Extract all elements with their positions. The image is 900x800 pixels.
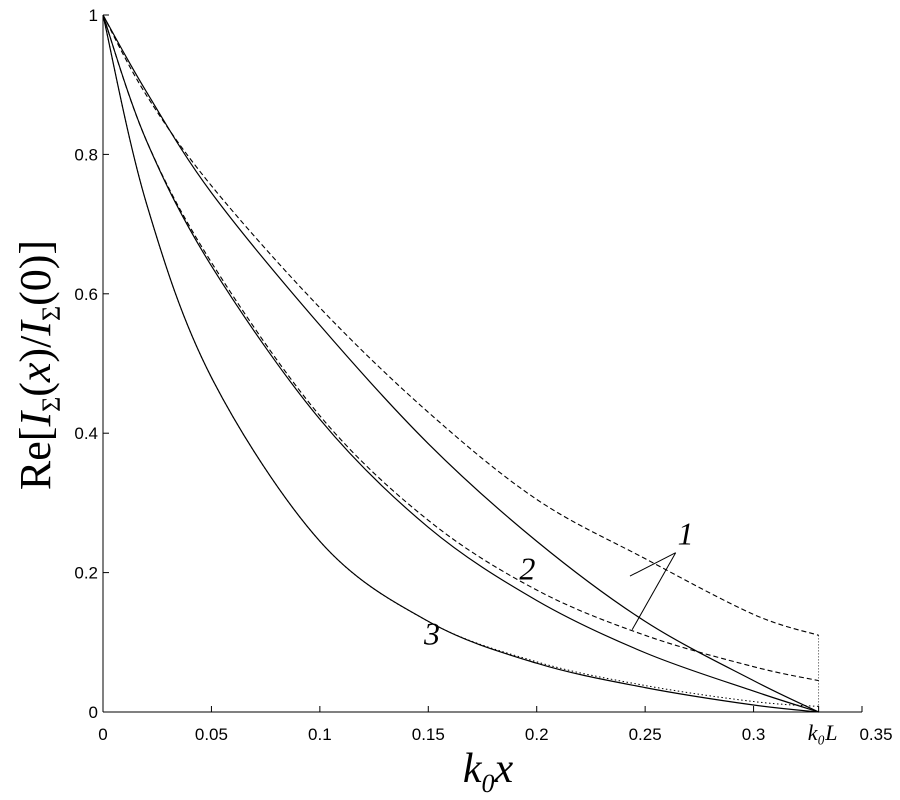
y-tick-label: 0.6 — [74, 285, 98, 304]
label-1-leader-solid — [631, 552, 677, 631]
annotation-layer: 1 2 3 — [423, 516, 694, 652]
x-tick-label: 0.35 — [859, 725, 892, 744]
curve-label-3: 3 — [423, 615, 440, 651]
y-tick-label: 0.8 — [74, 145, 98, 164]
label-1-leader-dashed — [629, 552, 676, 577]
axes — [102, 15, 862, 713]
curve-label-1: 1 — [678, 516, 694, 552]
series-2-solid-line — [102, 14, 819, 713]
x-tick-label: 0.3 — [742, 725, 766, 744]
y-axis-ticks: 0 0.2 0.4 0.6 0.8 1 — [74, 6, 109, 722]
series-1-dashed-line — [102, 14, 819, 636]
x-tick-label: 0.1 — [308, 725, 332, 744]
y-tick-label: 0.4 — [74, 424, 98, 443]
y-tick-label: 0.2 — [74, 564, 98, 583]
y-axis-label: Re[IΣ(x)/IΣ(0)] — [11, 240, 66, 490]
x-axis-label: k0x — [463, 746, 514, 798]
series-layer — [102, 14, 819, 713]
x-tick-label: 0.15 — [412, 725, 445, 744]
x-tick-label: 0.2 — [525, 725, 549, 744]
series-3-solid-line — [102, 14, 819, 713]
x-axis-ticks: 0 0.05 0.1 0.15 0.2 0.25 0.3 k₀L 0.35 — [98, 706, 893, 745]
series-1-solid-line — [102, 14, 819, 713]
curve-label-2: 2 — [519, 551, 535, 587]
y-tick-label: 1 — [89, 6, 98, 25]
x-tick-label: 0.05 — [195, 725, 228, 744]
series-2-dashed-line — [102, 14, 819, 682]
y-tick-label: 0 — [89, 703, 98, 722]
x-tick-label: k₀L — [808, 720, 838, 745]
x-tick-label: 0.25 — [629, 725, 662, 744]
series-3-dotted-line — [102, 14, 819, 707]
x-tick-label: 0 — [98, 725, 107, 744]
